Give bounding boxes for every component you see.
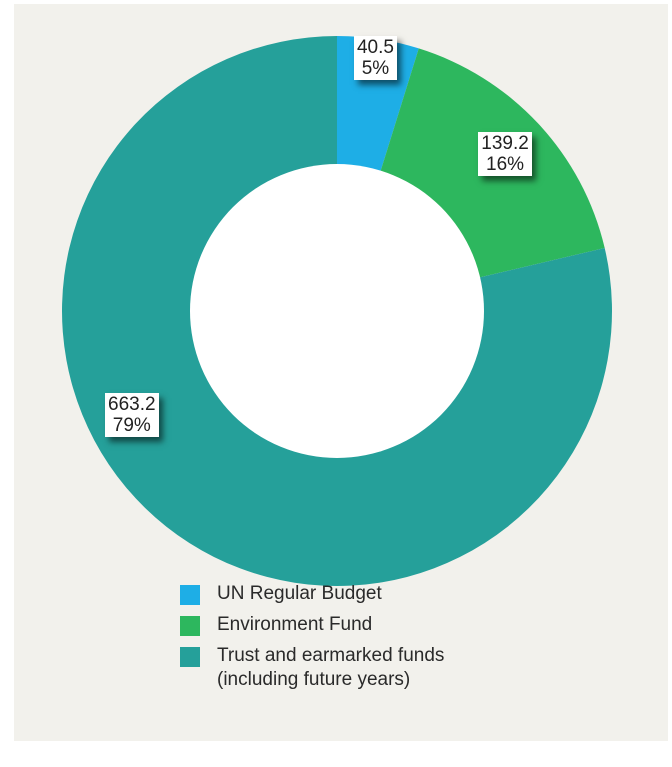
legend-label: Trust and earmarked funds (including fut… [217,645,445,690]
legend-swatch [180,616,200,636]
legend-item-un-regular-budget: UN Regular Budget [180,582,580,606]
legend-item-environment-fund: Environment Fund [180,613,580,637]
percent-label: 79% [112,415,151,437]
legend-swatch [180,585,200,605]
percent-label: 5% [361,57,390,79]
value-label: 40.5 [356,36,394,58]
value-label: 139.2 [481,133,529,155]
value-label: 663.2 [108,394,156,416]
legend-item-trust-funds: Trust and earmarked funds (including fut… [180,644,580,692]
data-label-trust-funds: 663.2 79% [105,393,159,438]
legend-swatch [180,647,200,667]
legend-label: UN Regular Budget [217,583,382,604]
legend: UN Regular Budget Environment Fund Trust… [180,582,580,699]
legend-label: Environment Fund [217,614,373,635]
data-label-environment-fund: 139.2 16% [478,132,532,177]
donut-hole [190,164,484,458]
percent-label: 16% [486,154,525,176]
data-label-un-regular-budget: 40.5 5% [353,35,397,80]
